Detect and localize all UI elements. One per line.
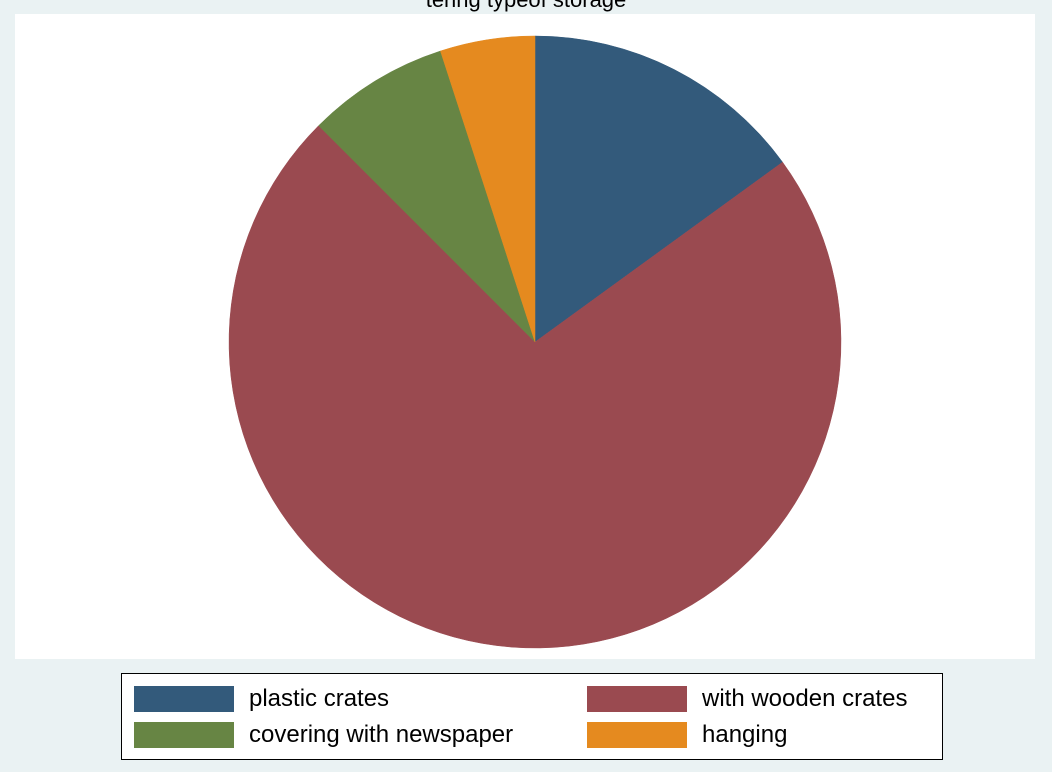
pie-slice-hanging — [440, 35, 536, 343]
legend-label: covering with newspaper — [249, 721, 514, 748]
pie-slice-plastic-crates — [534, 35, 783, 343]
legend-swatch — [134, 686, 234, 712]
legend-label: plastic crates — [249, 685, 390, 712]
legend-label: hanging — [702, 721, 788, 748]
plot-region — [15, 14, 1035, 659]
pie-chart — [228, 35, 842, 649]
pie-slice-with-wooden-crates — [228, 125, 842, 649]
legend-swatch — [587, 686, 687, 712]
legend-swatch — [587, 722, 687, 748]
pie-slice-covering-with-newspaper — [318, 50, 536, 343]
chart-title: tering typeof storage — [0, 0, 1052, 12]
legend-swatch — [134, 722, 234, 748]
legend: plastic crates with wooden crates coveri… — [121, 673, 943, 760]
legend-label: with wooden crates — [702, 685, 908, 712]
